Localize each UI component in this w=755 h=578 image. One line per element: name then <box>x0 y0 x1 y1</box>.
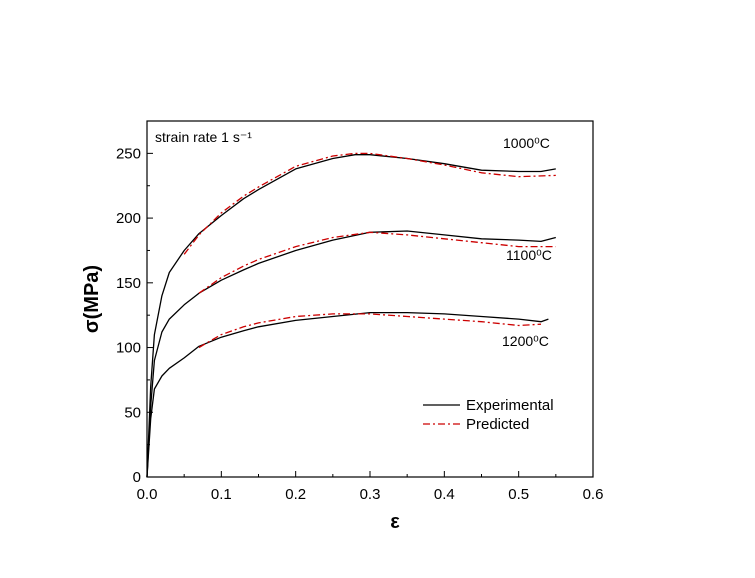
x-tick-label: 0.2 <box>285 486 306 503</box>
x-tick-label: 0.1 <box>211 486 232 503</box>
y-tick-label: 200 <box>116 210 141 227</box>
series-line-experimental-1200 <box>146 311 549 478</box>
series-layer <box>146 152 556 478</box>
y-tick-label: 50 <box>124 404 141 421</box>
x-tick-label: 0.6 <box>583 486 604 503</box>
series-line-predicted-1200 <box>198 313 542 349</box>
series-line-experimental-1100 <box>146 230 556 478</box>
ticks-layer: 0.0 0.1 0.2 0.3 0.4 0.5 0.6 0 50 100 150 200 250 <box>116 120 604 503</box>
legend-label-experimental: Experimental <box>466 397 554 414</box>
y-tick-label: 250 <box>116 145 141 162</box>
x-tick-label: 0.5 <box>508 486 529 503</box>
curve-label-1000: 1000⁰C <box>503 135 550 151</box>
x-tick-label: 0.3 <box>360 486 381 503</box>
curve-label-1200: 1200⁰C <box>502 333 549 349</box>
legend: Experimental Predicted <box>423 397 554 433</box>
series-line-predicted-1000 <box>183 152 556 255</box>
x-tick-label: 0.4 <box>434 486 455 503</box>
y-tick-label: 150 <box>116 275 141 292</box>
curve-label-1100: 1100⁰C <box>506 247 552 263</box>
y-tick-label: 0 <box>133 469 141 486</box>
y-axis-title: σ(MPa) <box>81 265 103 333</box>
legend-label-predicted: Predicted <box>466 416 529 433</box>
x-tick-label: 0.0 <box>137 486 158 503</box>
series-line-predicted-1100 <box>198 231 556 294</box>
x-axis-title: ε <box>390 511 400 533</box>
series-line-experimental-1000 <box>146 154 556 478</box>
annotation-strain-rate: strain rate 1 s⁻¹ <box>155 129 252 145</box>
y-tick-label: 100 <box>116 340 141 357</box>
